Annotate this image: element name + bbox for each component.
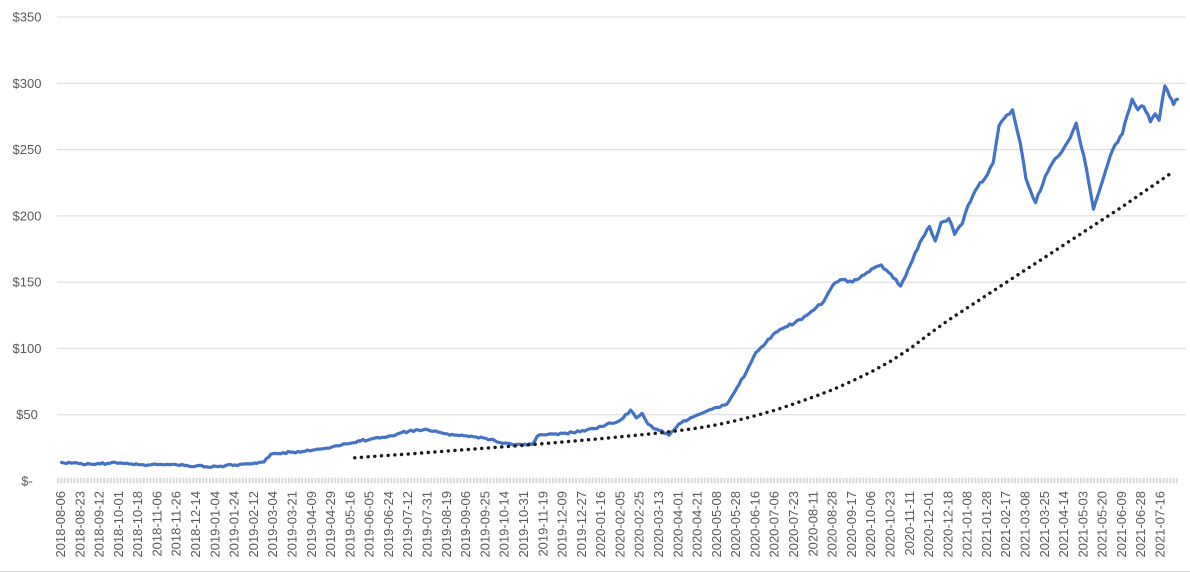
price-line xyxy=(59,84,1179,469)
x-axis-label: 2020-09-17 xyxy=(844,491,859,558)
y-axis-label: $250 xyxy=(13,142,42,157)
x-axis-label: 2020-05-28 xyxy=(728,491,743,558)
x-axis-label: 2020-02-05 xyxy=(612,491,627,558)
x-axis-label: 2018-10-18 xyxy=(130,491,145,558)
x-axis-label: 2019-04-09 xyxy=(304,491,319,558)
x-axis-label: 2019-06-05 xyxy=(362,491,377,558)
y-axis-label: $- xyxy=(21,474,33,489)
x-axis-label: 2020-08-11 xyxy=(805,491,820,557)
x-axis-label: 2019-01-04 xyxy=(207,491,222,558)
x-axis-label: 2020-08-28 xyxy=(825,491,840,558)
x-axis-label: 2020-02-25 xyxy=(632,491,647,558)
x-axis-label: 2018-08-06 xyxy=(53,491,68,558)
x-axis-label: 2018-11-26 xyxy=(169,491,184,557)
x-axis-label: 2020-11-11 xyxy=(902,491,917,556)
x-axis-label: 2019-03-21 xyxy=(284,491,299,558)
x-axis-label: 2020-06-16 xyxy=(747,491,762,558)
x-axis-label: 2019-03-04 xyxy=(265,491,280,558)
x-axis-label: 2019-08-19 xyxy=(439,491,454,558)
x-axis-label: 2021-04-14 xyxy=(1056,491,1071,558)
x-axis-label: 2021-05-03 xyxy=(1075,491,1090,558)
x-axis-label: 2020-07-23 xyxy=(786,491,801,558)
x-axis-label: 2020-05-08 xyxy=(709,491,724,558)
x-axis-label: 2020-03-13 xyxy=(651,491,666,558)
trendline-dotted xyxy=(353,172,1172,460)
x-axis-label: 2019-07-31 xyxy=(420,491,435,558)
x-axis-label: 2019-07-12 xyxy=(400,491,415,558)
x-axis-label: 2019-04-29 xyxy=(323,491,338,558)
x-axis-label: 2019-05-16 xyxy=(342,491,357,558)
y-axis-label: $300 xyxy=(13,76,42,91)
x-axis-label: 2019-10-31 xyxy=(516,491,531,558)
x-axis-label: 2021-01-08 xyxy=(960,491,975,558)
x-axis-label: 2019-12-09 xyxy=(555,491,570,558)
x-axis-label: 2021-07-16 xyxy=(1153,491,1168,558)
x-axis-label: 2020-10-06 xyxy=(863,491,878,558)
x-axis-label: 2019-12-27 xyxy=(574,491,589,558)
x-axis-label: 2021-03-25 xyxy=(1037,491,1052,558)
x-axis-label: 2020-12-01 xyxy=(921,491,936,558)
y-axis-label: $50 xyxy=(16,407,38,422)
x-axis-label: 2019-06-24 xyxy=(381,491,396,558)
y-axis-label: $100 xyxy=(13,341,42,356)
x-axis-label: 2021-01-28 xyxy=(979,491,994,558)
y-axis-label: $350 xyxy=(13,10,42,25)
x-axis-label: 2019-11-19 xyxy=(535,491,550,557)
x-axis-label: 2019-09-25 xyxy=(477,491,492,558)
x-axis-label: 2021-05-20 xyxy=(1095,491,1110,558)
x-axis-label: 2021-06-28 xyxy=(1133,491,1148,558)
x-axis-label: 2020-04-01 xyxy=(670,491,685,558)
x-axis-label: 2020-04-21 xyxy=(690,491,705,558)
x-axis-label: 2018-08-23 xyxy=(72,491,87,558)
x-axis-label: 2020-07-06 xyxy=(767,491,782,558)
x-axis-label: 2018-11-06 xyxy=(149,491,164,557)
x-axis-label: 2018-10-01 xyxy=(111,491,126,558)
x-axis-label: 2021-06-09 xyxy=(1114,491,1129,558)
y-axis-label: $200 xyxy=(13,208,42,223)
y-axis-label: $150 xyxy=(13,275,42,290)
x-axis-label: 2018-12-14 xyxy=(188,491,203,558)
x-axis-label: 2019-02-12 xyxy=(246,491,261,558)
x-axis-label: 2019-09-06 xyxy=(458,491,473,558)
x-axis-label: 2019-10-14 xyxy=(497,491,512,557)
x-axis-label: 2018-09-12 xyxy=(92,491,107,558)
x-axis-label: 2019-01-24 xyxy=(227,491,242,558)
x-axis-label: 2021-03-08 xyxy=(1018,491,1033,558)
x-axis-label: 2021-02-17 xyxy=(998,491,1013,558)
x-axis-label: 2020-10-23 xyxy=(882,491,897,558)
x-axis-label: 2020-01-16 xyxy=(593,491,608,558)
x-axis-label: 2020-12-18 xyxy=(940,491,955,558)
